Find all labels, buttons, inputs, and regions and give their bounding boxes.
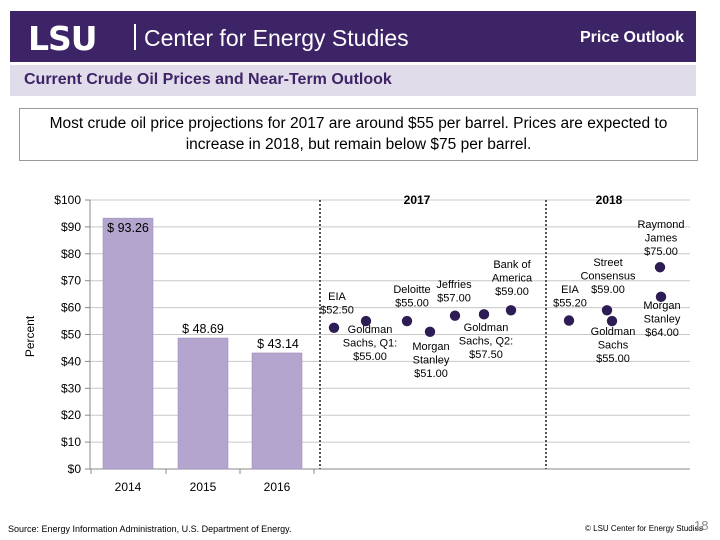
copyright-note: © LSU Center for Energy Studies bbox=[585, 524, 703, 533]
summary-callout: Most crude oil price projections for 201… bbox=[19, 108, 698, 161]
data-point bbox=[655, 291, 667, 303]
point-label: Sachs, Q2: bbox=[459, 336, 513, 348]
data-point bbox=[478, 309, 490, 320]
data-label: $ 93.26 bbox=[107, 221, 149, 235]
y-tick-label: $30 bbox=[61, 381, 81, 395]
y-tick-label: $50 bbox=[61, 328, 81, 342]
point-label: $55.00 bbox=[353, 351, 387, 363]
point-label: Morgan bbox=[643, 300, 680, 312]
data-point bbox=[563, 315, 575, 326]
lsu-logo: LSU bbox=[28, 19, 98, 58]
center-name: Center for Energy Studies bbox=[144, 25, 409, 51]
point-label: Morgan bbox=[412, 341, 449, 353]
point-label: $57.50 bbox=[469, 349, 503, 361]
point-label: $57.00 bbox=[437, 293, 471, 305]
point-label: America bbox=[492, 273, 533, 285]
group-label: 2018 bbox=[596, 193, 623, 207]
point-label: Stanley bbox=[644, 314, 681, 326]
data-point bbox=[401, 315, 413, 327]
y-tick-label: $10 bbox=[61, 435, 81, 449]
x-tick-label: 2016 bbox=[264, 480, 291, 494]
point-label: Stanley bbox=[413, 355, 450, 367]
point-label: $59.00 bbox=[495, 286, 529, 298]
point-label: Sachs bbox=[598, 340, 629, 352]
point-label: $59.00 bbox=[591, 284, 625, 296]
data-point bbox=[424, 326, 436, 338]
point-label: Goldman bbox=[348, 324, 393, 336]
point-label: Sachs, Q1: bbox=[343, 338, 397, 350]
x-tick-label: 2015 bbox=[190, 480, 217, 494]
data-point bbox=[606, 315, 618, 327]
data-point bbox=[449, 310, 461, 321]
group-label: 2017 bbox=[404, 193, 431, 207]
point-label: Street bbox=[593, 257, 622, 269]
point-label: Raymond bbox=[637, 219, 684, 231]
data-point bbox=[360, 315, 372, 327]
y-tick-label: $20 bbox=[61, 408, 81, 422]
subtitle-bar: Current Crude Oil Prices and Near-Term O… bbox=[10, 65, 696, 96]
point-label: Goldman bbox=[591, 326, 636, 338]
logo-divider bbox=[134, 24, 136, 50]
bar bbox=[251, 352, 303, 470]
point-label: EIA bbox=[561, 284, 579, 296]
point-label: $55.00 bbox=[596, 353, 630, 365]
y-axis-label: Percent bbox=[23, 315, 37, 357]
y-tick-label: $100 bbox=[54, 193, 81, 207]
point-label: $75.00 bbox=[644, 246, 678, 258]
point-label: Bank of bbox=[493, 259, 531, 271]
header-banner: LSU Center for Energy Studies Price Outl… bbox=[10, 11, 696, 62]
point-label: EIA bbox=[328, 291, 346, 303]
section-title: Price Outlook bbox=[579, 29, 684, 46]
y-tick-label: $90 bbox=[61, 220, 81, 234]
point-label: $55.00 bbox=[395, 298, 429, 310]
point-label: $64.00 bbox=[645, 327, 679, 339]
data-point bbox=[328, 322, 340, 333]
point-label: Deloitte bbox=[393, 284, 430, 296]
point-label: $55.20 bbox=[553, 298, 587, 310]
point-label: $52.50 bbox=[320, 305, 354, 317]
point-label: Jeffries bbox=[436, 279, 472, 291]
point-label: Goldman bbox=[464, 322, 509, 334]
y-tick-label: $60 bbox=[61, 301, 81, 315]
source-note: Source: Energy Information Administratio… bbox=[8, 524, 292, 534]
x-tick-label: 2014 bbox=[115, 480, 142, 494]
point-label: $51.00 bbox=[414, 368, 448, 380]
data-point bbox=[505, 305, 517, 316]
data-point bbox=[601, 305, 613, 316]
data-label: $ 48.69 bbox=[182, 322, 224, 336]
data-point bbox=[654, 262, 666, 273]
point-label: Consensus bbox=[580, 271, 636, 283]
point-label: James bbox=[645, 233, 678, 245]
page-number: 18 bbox=[694, 518, 709, 533]
data-label: $ 43.14 bbox=[257, 337, 299, 351]
bar bbox=[102, 217, 154, 470]
y-tick-label: $70 bbox=[61, 274, 81, 288]
y-tick-label: $40 bbox=[61, 354, 81, 368]
oil-price-chart: $0 $10 $20 $30 $40 $50 $60 $70 $80 $90 $100 Percent… bbox=[23, 193, 690, 494]
slide-subtitle: Current Crude Oil Prices and Near-Term O… bbox=[24, 71, 392, 88]
y-tick-label: $80 bbox=[61, 247, 81, 261]
bar bbox=[177, 337, 229, 470]
y-tick-label: $0 bbox=[68, 462, 82, 476]
